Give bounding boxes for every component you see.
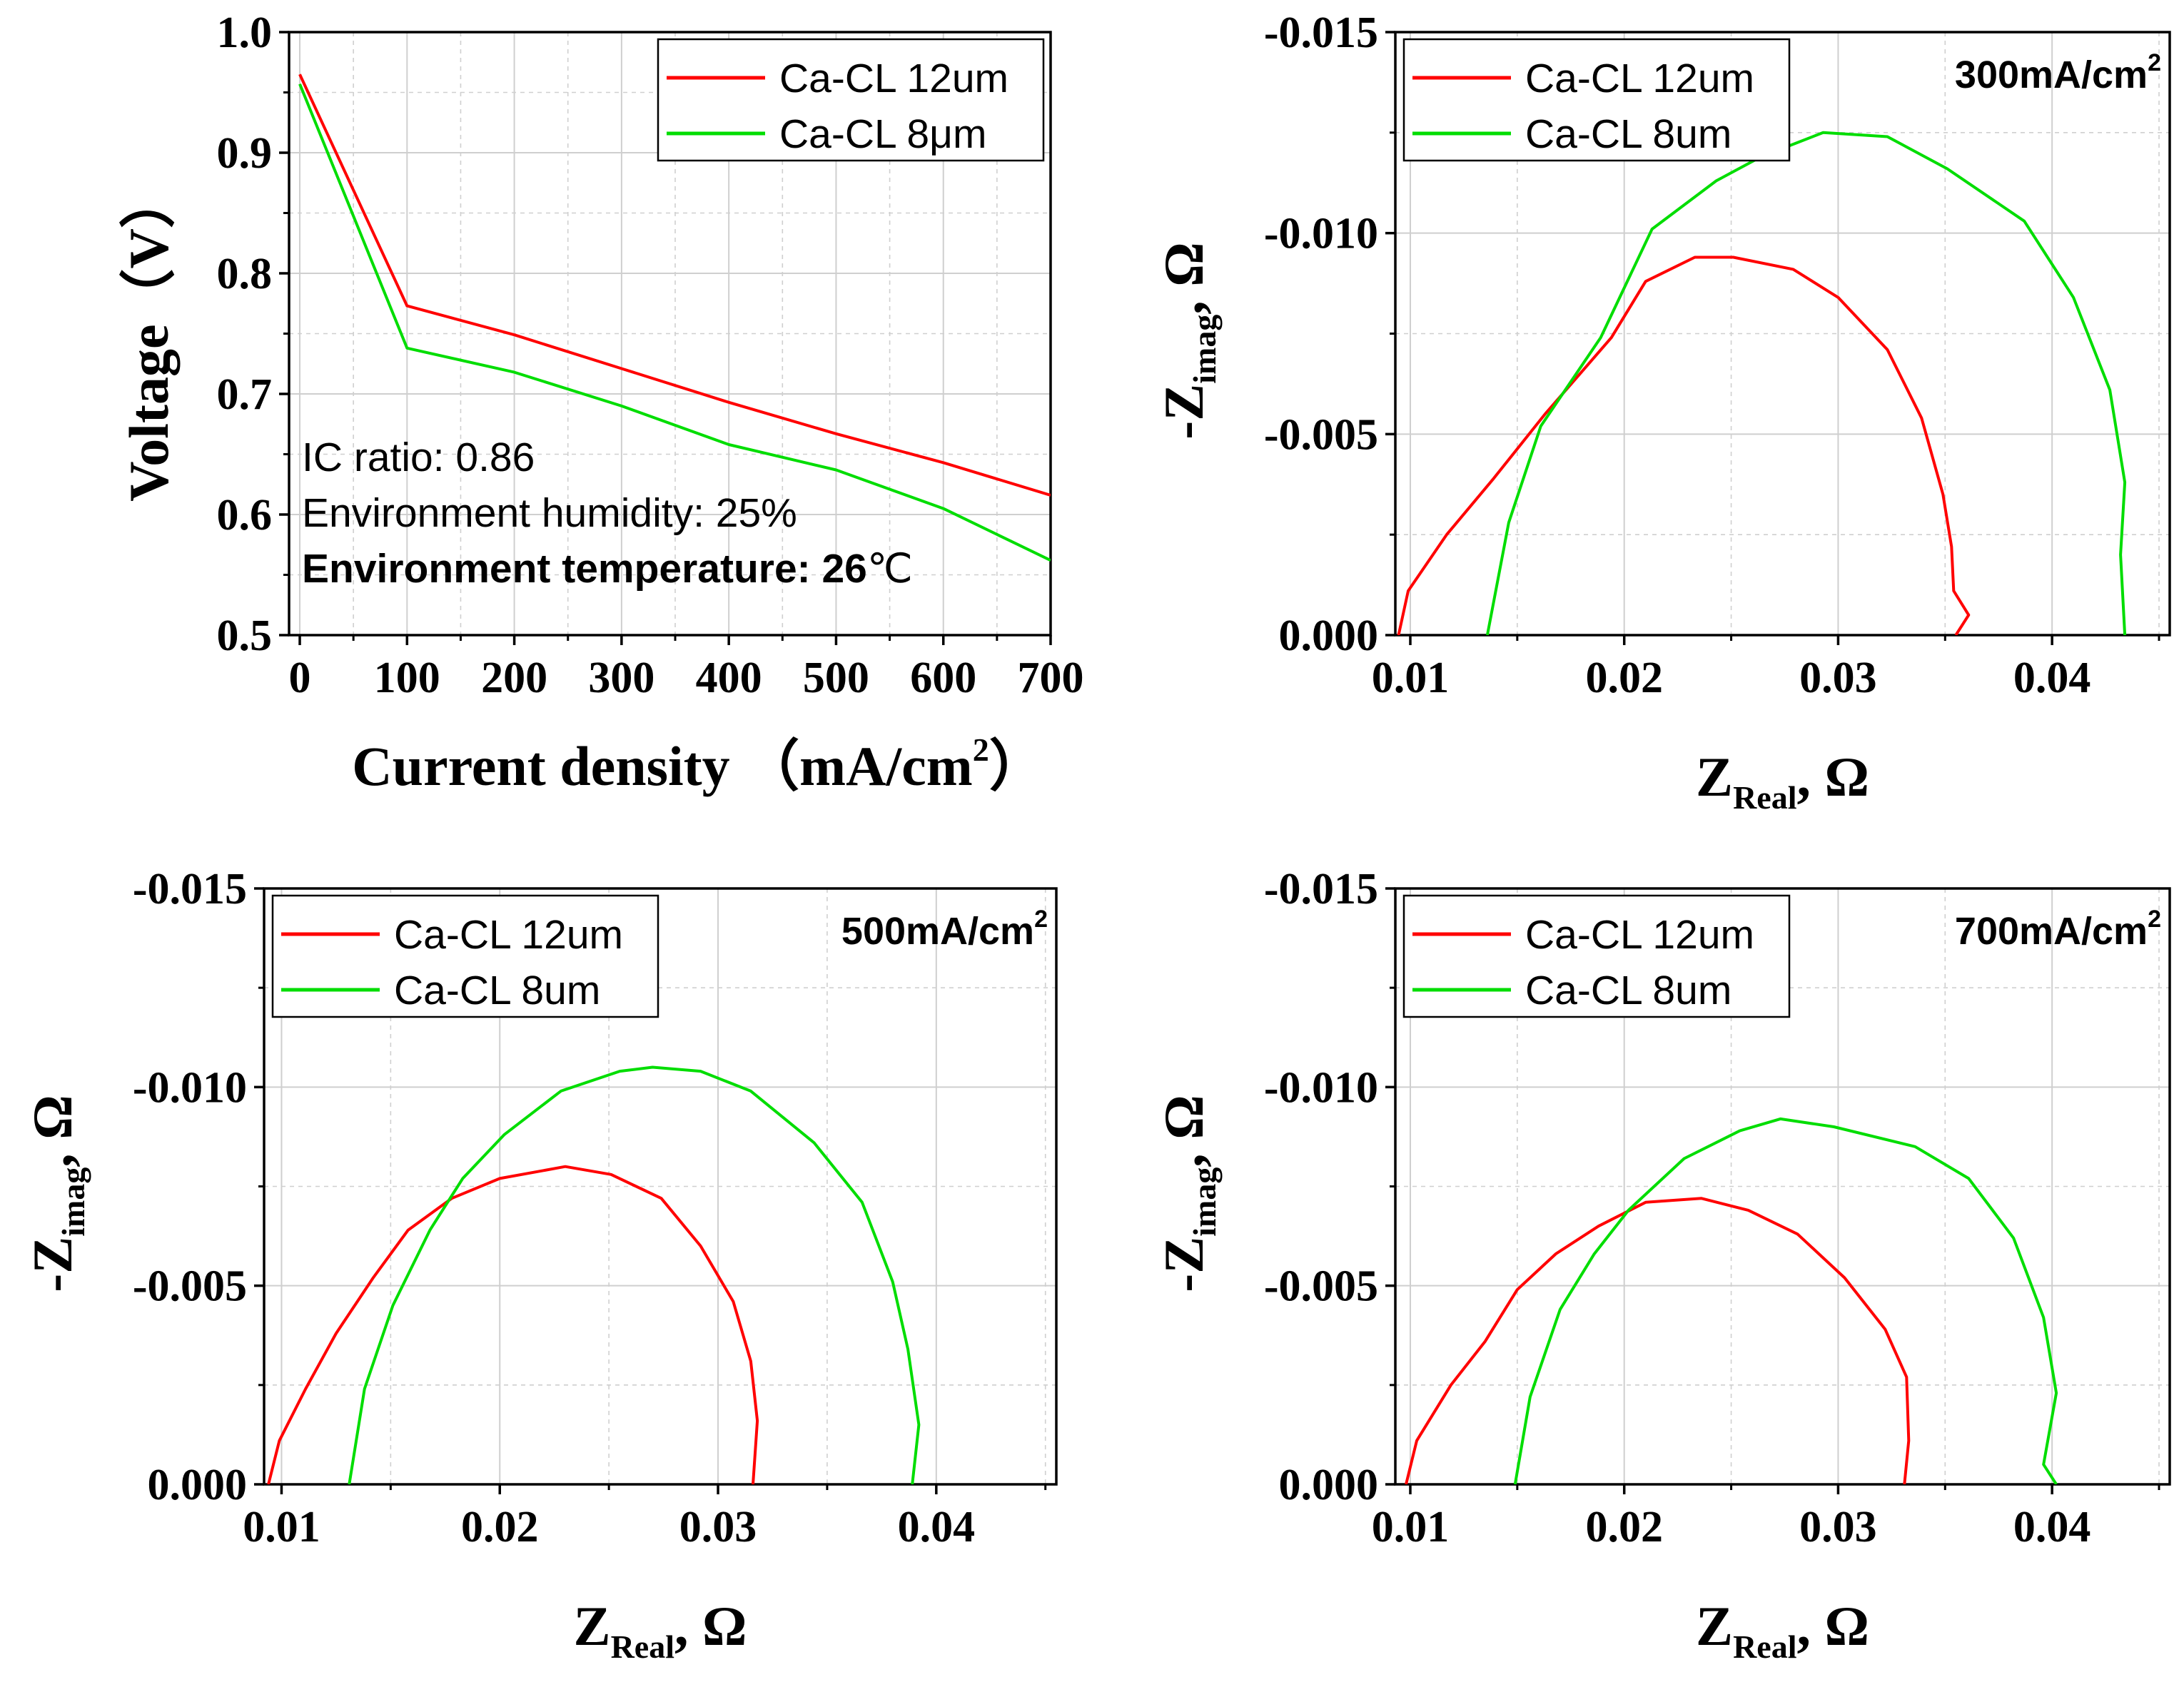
legend-label: Ca-CL 8um — [394, 968, 600, 1013]
x-tick-label: 0.03 — [1799, 654, 1877, 702]
annotation: Environment humidity: 25% — [302, 490, 797, 536]
y-tick-label: 0.8 — [217, 250, 273, 298]
x-tick-label: 0.04 — [2013, 1503, 2091, 1551]
x-tick-label: 300 — [588, 654, 654, 702]
x-tick-label: 0.02 — [1585, 654, 1663, 702]
legend-label: Ca-CL 12um — [1525, 912, 1754, 958]
x-axis-label: ZReal, Ω — [574, 1595, 747, 1665]
x-tick-label: 0.04 — [2013, 654, 2091, 702]
series-line-12um — [1405, 1197, 1911, 1484]
y-tick-label: 0.5 — [217, 612, 273, 660]
annotation: Environment temperature: 26℃ — [302, 546, 913, 592]
series-line-8um — [1485, 131, 2127, 635]
legend-box — [271, 894, 659, 1018]
x-tick-label: 0.02 — [461, 1503, 539, 1551]
legend: Ca-CL 12um Ca-CL 8um — [1402, 894, 1791, 1018]
y-tick-label: -0.005 — [133, 1262, 247, 1311]
panel-title: 500mA/cm2 — [841, 906, 1048, 953]
y-tick-label: 0.000 — [1279, 612, 1379, 660]
legend-label: Ca-CL 12um — [779, 56, 1008, 101]
chart-polarization: 0 100 200 300 400 500 600 700 0.5 0.6 0.7 0.8 0.9 1.0… — [118, 9, 1084, 797]
series-line-8um — [348, 1065, 921, 1484]
y-tick-label: 0.6 — [217, 491, 273, 539]
annotation: IC ratio: 0.86 — [302, 435, 535, 480]
panel-title: 300mA/cm2 — [1955, 49, 2161, 96]
legend-label: Ca-CL 8um — [1525, 111, 1731, 157]
x-tick-label: 0.01 — [1372, 654, 1450, 702]
legend-label: Ca-CL 12um — [394, 912, 623, 958]
x-tick-label: 0.02 — [1585, 1503, 1663, 1551]
y-tick-label: -0.005 — [1264, 1262, 1378, 1311]
panel-title: 700mA/cm2 — [1955, 906, 2161, 953]
y-axis-label: Voltage（V） — [118, 173, 180, 502]
y-tick-label: -0.010 — [1264, 210, 1378, 258]
x-axis-label: ZReal, Ω — [1696, 746, 1869, 816]
legend-box — [657, 38, 1045, 162]
x-tick-label: 700 — [1018, 654, 1084, 702]
y-tick-label: 1.0 — [217, 9, 273, 57]
legend: Ca-CL 12um Ca-CL 8um — [271, 894, 659, 1018]
legend: Ca-CL 12um Ca-CL 8um — [1402, 38, 1791, 162]
series-line-8um — [1513, 1117, 2058, 1484]
x-tick-label: 200 — [481, 654, 547, 702]
chart-eis-700: 0.01 0.02 0.03 0.04 0.000 -0.005 -0.010 -0.015 C… — [1153, 865, 2171, 1665]
legend-box — [1402, 38, 1791, 162]
y-tick-label: -0.015 — [1264, 9, 1378, 57]
legend-label: Ca-CL 12um — [1525, 56, 1754, 101]
x-tick-label: 0.04 — [898, 1503, 976, 1551]
series-line-8um — [298, 83, 1051, 562]
y-tick-label: 0.9 — [217, 129, 273, 178]
x-tick-label: 0.01 — [1372, 1503, 1450, 1551]
x-tick-label: 100 — [374, 654, 440, 702]
x-tick-label: 500 — [803, 654, 869, 702]
x-axis-label: Current density （mA/cm2） — [352, 731, 1044, 797]
y-tick-label: -0.010 — [133, 1063, 247, 1112]
x-tick-label: 0 — [289, 654, 311, 702]
y-tick-label: 0.000 — [148, 1461, 248, 1509]
y-tick-label: 0.7 — [217, 370, 273, 419]
gridlines — [1395, 32, 2170, 635]
y-axis-label: -Zimag, Ω — [21, 1095, 91, 1292]
legend-box — [1402, 894, 1791, 1018]
chart-eis-500: 0.01 0.02 0.03 0.04 0.000 -0.005 -0.010 -0.015 C… — [21, 865, 1058, 1665]
x-tick-label: 0.03 — [1799, 1503, 1877, 1551]
x-tick-label: 600 — [910, 654, 976, 702]
y-tick-label: -0.010 — [1264, 1063, 1378, 1112]
x-tick-label: 400 — [696, 654, 762, 702]
y-tick-label: -0.015 — [1264, 865, 1378, 913]
legend-label: Ca-CL 8um — [1525, 968, 1731, 1013]
y-tick-label: -0.015 — [133, 865, 247, 913]
x-tick-label: 0.03 — [679, 1503, 757, 1551]
series-line-12um — [298, 74, 1051, 497]
y-tick-label: 0.000 — [1279, 1461, 1379, 1509]
chart-eis-300: 0.01 0.02 0.03 0.04 0.000 -0.005 -0.010 -0.015 C… — [1153, 9, 2171, 816]
legend: Ca-CL 12um Ca-CL 8μm — [657, 38, 1045, 162]
series-line-12um — [267, 1165, 759, 1484]
y-tick-label: -0.005 — [1264, 410, 1378, 459]
x-axis-label: ZReal, Ω — [1696, 1595, 1869, 1665]
y-axis-label: -Zimag, Ω — [1153, 242, 1223, 440]
series-line-12um — [1397, 255, 1971, 635]
legend-label: Ca-CL 8μm — [779, 111, 986, 157]
x-tick-label: 0.01 — [243, 1503, 320, 1551]
y-axis-label: -Zimag, Ω — [1153, 1095, 1223, 1292]
